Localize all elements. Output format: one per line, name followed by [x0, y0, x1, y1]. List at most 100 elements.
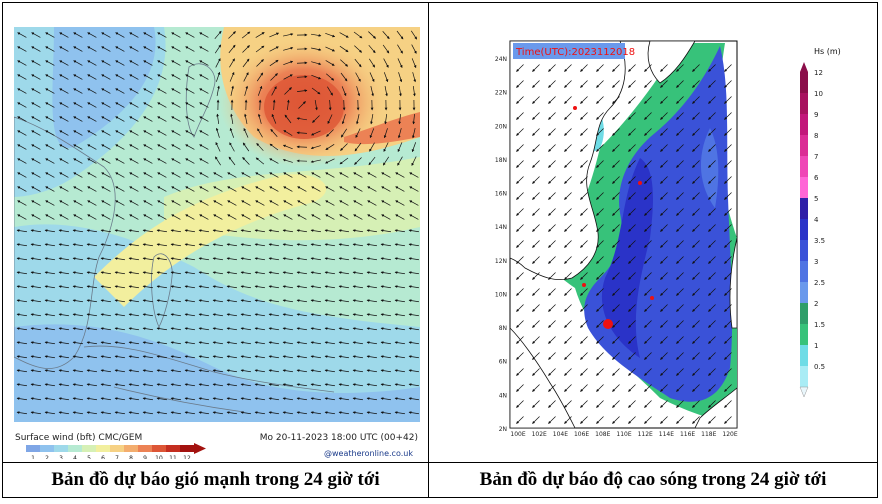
wind-arrow	[199, 172, 209, 178]
wind-arrow	[17, 144, 27, 150]
wind-arrow	[184, 383, 195, 387]
wave-arrow	[532, 336, 540, 344]
wind-arrow	[216, 71, 221, 82]
wind-arrow	[128, 243, 139, 247]
wind-arrow	[157, 88, 167, 94]
wind-arrow	[408, 341, 419, 345]
wave-arrow	[660, 304, 668, 312]
wind-arrow	[338, 341, 349, 345]
wind-arrow	[369, 142, 375, 152]
wave-arrow	[564, 160, 572, 168]
wind-arrow	[30, 369, 41, 373]
wave-arrow	[628, 416, 636, 424]
wind-arrow	[213, 200, 223, 206]
wind-arrow	[366, 243, 377, 247]
wave-arrow	[644, 384, 652, 392]
lat-label: 24N	[495, 56, 507, 63]
wind-arrow	[114, 285, 125, 289]
wave-arrow	[644, 64, 652, 72]
lat-label: 20N	[495, 123, 507, 130]
wave-arrow	[612, 352, 620, 360]
wind-arrow	[171, 144, 181, 150]
wave-arrow	[644, 400, 652, 408]
wave-arrow	[660, 400, 668, 408]
wind-arrow	[269, 186, 279, 192]
wave-arrow	[548, 368, 556, 376]
wave-arrow	[676, 336, 684, 344]
scale-swatch	[180, 445, 194, 452]
wind-arrow	[240, 327, 251, 331]
scale-arrow	[194, 443, 206, 454]
wind-arrow	[268, 285, 279, 289]
wind-arrow	[284, 114, 292, 124]
wind-arrow	[394, 341, 405, 345]
wind-arrow	[368, 31, 376, 39]
wind-arrow	[30, 327, 41, 331]
wind-arrow	[142, 229, 153, 233]
wave-arrow	[596, 384, 604, 392]
wind-arrow	[282, 313, 293, 317]
wave-arrow	[628, 224, 636, 232]
scale-swatch	[124, 445, 138, 452]
wave-arrow	[532, 416, 540, 424]
wind-arrow	[394, 313, 405, 317]
wave-arrow	[532, 240, 540, 248]
wave-arrow	[532, 80, 540, 88]
wave-arrow	[580, 192, 588, 200]
wind-arrow	[255, 45, 265, 53]
wave-arrow	[612, 96, 620, 104]
wind-arrow	[157, 116, 167, 122]
wind-arrow	[240, 411, 251, 415]
wind-arrow	[114, 369, 125, 373]
wave-arrow	[692, 80, 700, 88]
wave-arrow	[532, 96, 540, 104]
wave-arrow	[724, 224, 732, 232]
wind-arrow	[398, 86, 402, 97]
wind-arrow	[199, 130, 209, 136]
wind-arrow	[282, 229, 293, 233]
wave-arrow	[724, 256, 732, 264]
wave-arrow	[596, 400, 604, 408]
wind-arrow	[269, 158, 279, 164]
wind-arrow	[324, 299, 335, 303]
wind-arrow	[198, 285, 209, 289]
wind-arrow	[128, 341, 139, 345]
wind-arrow	[198, 341, 209, 345]
wind-arrow	[212, 243, 223, 247]
wind-arrow	[171, 88, 181, 94]
wind-arrow	[408, 383, 419, 387]
wind-arrow	[72, 341, 83, 345]
wind-arrow	[73, 116, 83, 122]
wind-arrow	[157, 186, 167, 192]
wind-arrow	[156, 369, 167, 373]
wave-arrow	[548, 400, 556, 408]
wave-arrow	[516, 272, 524, 280]
wave-arrow	[644, 208, 652, 216]
wind-arrow	[142, 299, 153, 303]
wind-arrow	[101, 172, 111, 178]
legend-top-arrow	[800, 62, 808, 72]
wind-arrow	[370, 114, 374, 125]
wave-arrow	[516, 224, 524, 232]
wave-arrow	[692, 176, 700, 184]
wind-arrow	[44, 285, 55, 289]
wind-arrow	[143, 130, 153, 136]
wind-arrow	[170, 355, 181, 359]
wind-arrow	[340, 128, 348, 138]
wave-arrow	[708, 128, 716, 136]
wind-arrow	[256, 72, 264, 82]
wind-arrow	[254, 243, 265, 247]
wind-arrow	[255, 32, 265, 38]
wind-arrow	[212, 355, 223, 359]
wind-arrow	[58, 355, 69, 359]
lon-label: 114E	[659, 431, 674, 438]
scale-swatch	[54, 445, 68, 452]
wind-arrow	[411, 156, 417, 166]
wind-arrow	[366, 355, 377, 359]
wind-arrow	[198, 411, 209, 415]
wind-arrow	[310, 383, 321, 387]
wind-arrow	[268, 341, 279, 345]
wind-arrow	[185, 88, 195, 94]
wind-arrow	[86, 397, 97, 401]
wind-arrow	[228, 44, 236, 54]
